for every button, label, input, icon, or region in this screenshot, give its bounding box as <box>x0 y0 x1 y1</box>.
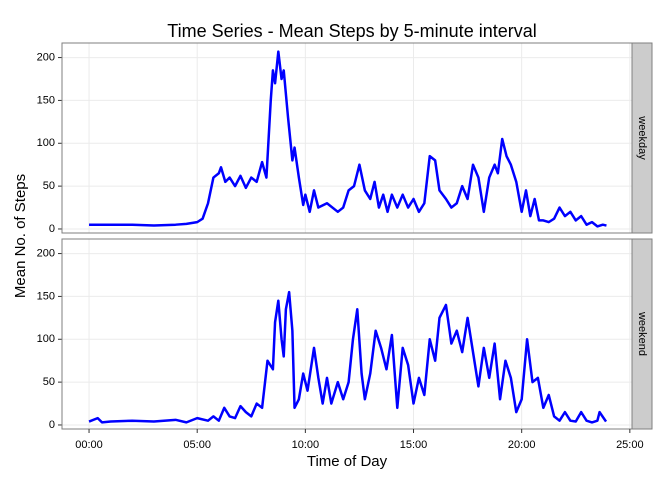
panel-background <box>62 239 632 429</box>
x-tick-label: 05:00 <box>183 439 211 451</box>
y-axis-label: Mean No. of Steps <box>12 174 29 298</box>
y-tick-label: 50 <box>43 376 55 388</box>
panel-background <box>62 43 632 233</box>
x-tick-label: 00:00 <box>75 439 103 451</box>
x-tick-label: 10:00 <box>292 439 320 451</box>
facet-strip <box>631 42 653 234</box>
y-tick-label: 200 <box>37 247 55 259</box>
line <box>89 50 607 228</box>
y-tick-label: 100 <box>37 137 55 149</box>
line <box>88 290 608 424</box>
y-tick-label: 0 <box>49 223 55 235</box>
facet-label: weekend <box>636 311 648 356</box>
y-tick-label: 0 <box>49 419 55 431</box>
y-tick-label: 50 <box>43 180 55 192</box>
y-tick-label: 150 <box>37 290 55 302</box>
y-tick-label: 200 <box>37 51 55 63</box>
chart-title: Time Series - Mean Steps by 5-minute int… <box>167 21 536 41</box>
x-tick-label: 25:00 <box>616 439 644 451</box>
x-tick-label: 20:00 <box>508 439 536 451</box>
y-tick-label: 100 <box>37 333 55 345</box>
y-tick-label: 150 <box>37 94 55 106</box>
facet-strip <box>631 238 653 430</box>
facet-label: weekday <box>636 115 648 160</box>
x-tick-label: 15:00 <box>400 439 428 451</box>
x-axis-label: Time of Day <box>307 453 388 470</box>
